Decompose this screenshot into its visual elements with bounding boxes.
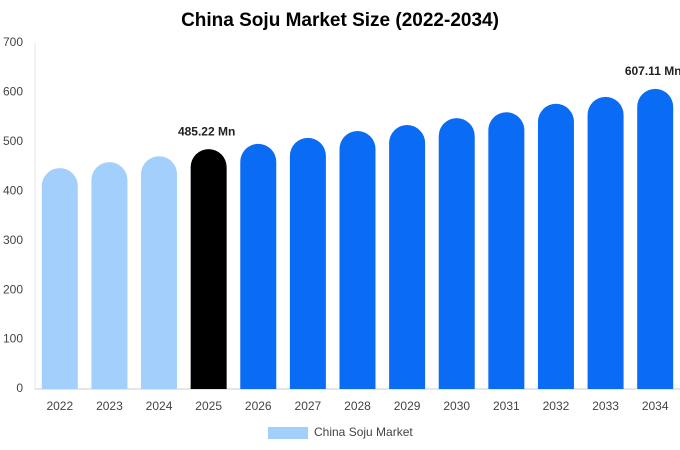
bar — [488, 112, 525, 389]
y-tick-label: 400 — [3, 183, 23, 197]
bar — [438, 118, 475, 389]
bar — [41, 168, 78, 389]
bar — [587, 96, 624, 390]
x-tick-label: 2032 — [543, 399, 570, 413]
x-tick-label: 2026 — [245, 399, 272, 413]
bar — [637, 88, 674, 390]
y-tick-label: 300 — [3, 233, 23, 247]
x-tick-label: 2031 — [493, 399, 520, 413]
bar — [339, 130, 376, 390]
y-tick-label: 200 — [3, 282, 23, 296]
x-tick-label: 2024 — [146, 399, 173, 413]
x-tick-label: 2029 — [394, 399, 421, 413]
legend-swatch — [268, 427, 308, 439]
value-label: 485.22 Mn — [178, 124, 235, 138]
x-tick-label: 2023 — [96, 399, 123, 413]
x-tick-label: 2027 — [295, 399, 322, 413]
y-tick-label: 0 — [16, 381, 23, 395]
y-tick-label: 700 — [3, 35, 23, 49]
bar — [91, 162, 128, 389]
y-tick-label: 600 — [3, 85, 23, 99]
x-tick-label: 2034 — [642, 399, 669, 413]
x-tick-label: 2025 — [195, 399, 222, 413]
bar — [537, 103, 574, 389]
chart-title: China Soju Market Size (2022-2034) — [181, 10, 499, 31]
bar — [190, 149, 227, 389]
y-tick-label: 100 — [3, 332, 23, 346]
x-tick-label: 2022 — [46, 399, 73, 413]
bar — [240, 143, 277, 389]
x-tick-label: 2033 — [592, 399, 619, 413]
x-tick-label: 2030 — [443, 399, 470, 413]
bar — [389, 125, 426, 389]
x-tick-label: 2028 — [344, 399, 371, 413]
y-tick-label: 500 — [3, 134, 23, 148]
bar — [289, 137, 326, 389]
legend-label: China Soju Market — [314, 425, 413, 439]
value-label: 607.11 Mn — [625, 64, 680, 78]
bar — [141, 156, 178, 389]
